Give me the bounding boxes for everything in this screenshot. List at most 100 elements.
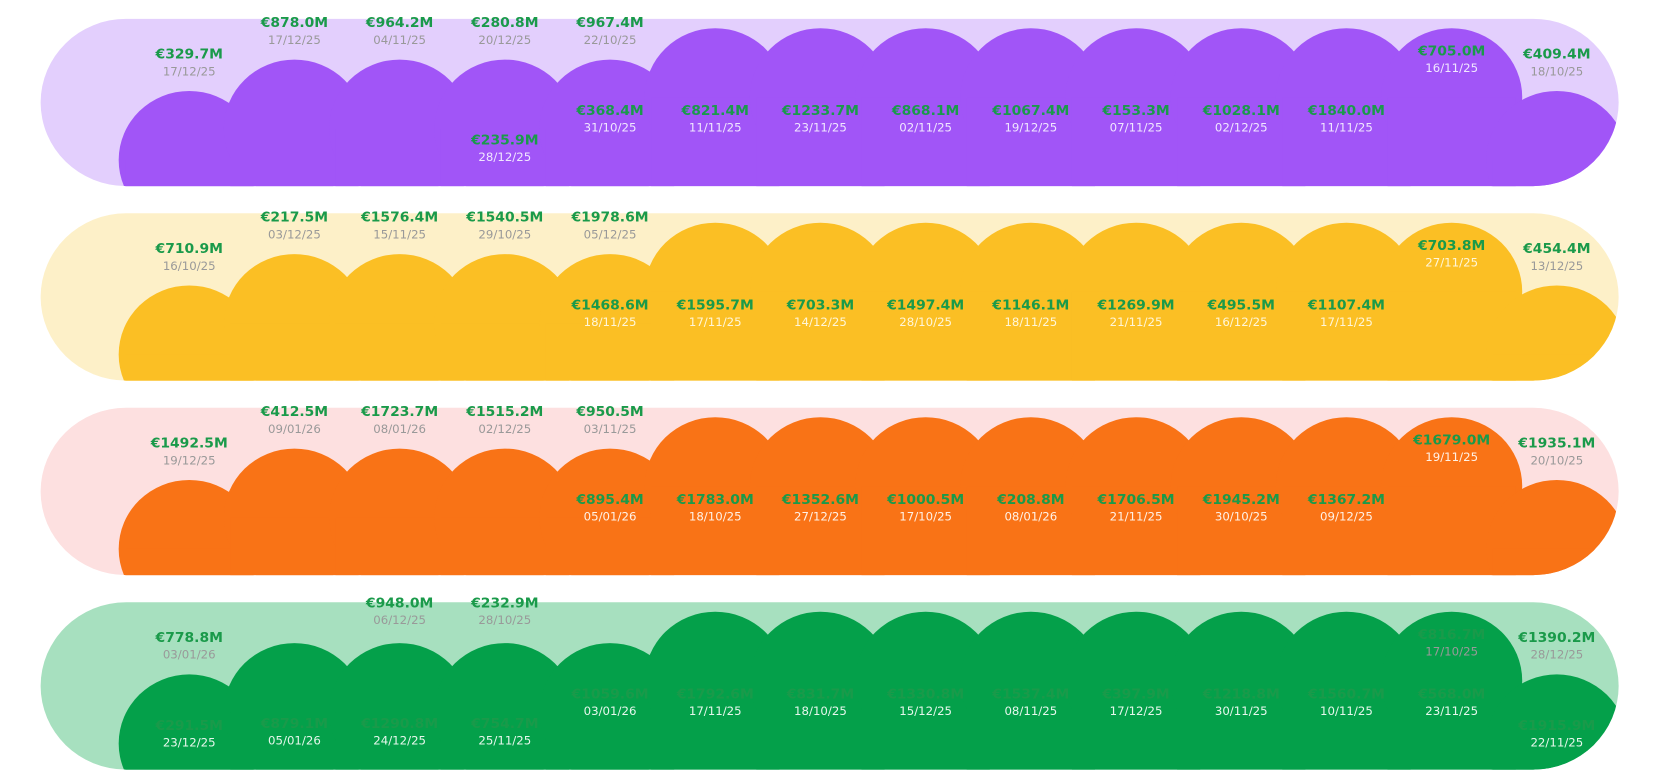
date-label: 08/11/25: [1004, 704, 1057, 718]
date-label: 03/12/25: [268, 228, 321, 242]
value-label: €1595.7M: [676, 298, 754, 314]
value-label: €412.5M: [260, 404, 328, 420]
band: €710.9M 16/10/25 €217.5M 03/12/25 €1576.4M 15…: [40, 210, 1619, 381]
value-label: €1367.2M: [1307, 492, 1385, 508]
date-label: 24/12/25: [373, 734, 426, 748]
date-label: 29/10/25: [478, 228, 531, 242]
date-label: 17/11/25: [689, 315, 742, 329]
value-label: €1028.1M: [1202, 103, 1280, 119]
value-label: €1352.6M: [781, 492, 859, 508]
value-label: €1560.7M: [1307, 687, 1385, 703]
bubbles: [118, 28, 1619, 187]
date-label: 19/12/25: [163, 453, 216, 467]
value-label: €1679.0M: [1412, 433, 1490, 449]
date-label: 11/11/25: [1320, 121, 1373, 135]
date-label: 20/10/25: [1530, 453, 1583, 467]
value-label: €1059.6M: [570, 687, 648, 703]
value-label: €397.9M: [1101, 687, 1169, 703]
date-label: 09/01/26: [268, 422, 321, 436]
value-label: €705.0M: [1417, 44, 1485, 60]
value-label: €703.8M: [1417, 238, 1485, 254]
date-label: 16/10/25: [163, 259, 216, 273]
value-label: €1723.7M: [360, 404, 438, 420]
value-label: €816.7M: [1417, 627, 1485, 643]
value-label: €291.5M: [155, 718, 223, 734]
value-label: €879.1M: [260, 716, 328, 732]
value-label: €778.8M: [155, 630, 223, 646]
date-label: 13/12/25: [1530, 259, 1583, 273]
date-label: 05/01/26: [268, 734, 321, 748]
value-label: €821.4M: [681, 103, 749, 119]
date-label: 30/11/25: [1215, 704, 1268, 718]
value-label: €1468.6M: [570, 298, 648, 314]
date-label: 03/11/25: [584, 422, 637, 436]
date-label: 08/01/26: [1004, 510, 1057, 524]
date-label: 17/10/25: [1425, 645, 1478, 659]
date-label: 27/11/25: [1425, 256, 1478, 270]
value-label: €280.8M: [470, 15, 538, 31]
date-label: 28/10/25: [899, 315, 952, 329]
date-label: 03/01/26: [163, 648, 216, 662]
value-label: €1935.1M: [1517, 436, 1595, 452]
value-label: €235.9M: [470, 132, 538, 148]
date-label: 19/11/25: [1425, 450, 1478, 464]
date-label: 16/12/25: [1215, 315, 1268, 329]
date-label: 11/11/25: [689, 121, 742, 135]
value-label: €1146.1M: [991, 298, 1069, 314]
value-label: €1540.5M: [465, 210, 543, 226]
value-label: €1218.8M: [1202, 687, 1280, 703]
bubbles: [118, 417, 1619, 576]
band: €778.8M 03/01/26 €291.5M 23/12/25 €879.1M 05/…: [40, 596, 1619, 770]
date-label: 18/10/25: [794, 704, 847, 718]
value-label: €948.0M: [365, 596, 433, 612]
date-label: 02/12/25: [478, 422, 531, 436]
value-label: €895.4M: [575, 492, 643, 508]
value-label: €568.0M: [1417, 687, 1485, 703]
date-label: 18/11/25: [1004, 315, 1057, 329]
value-label: €1067.4M: [991, 103, 1069, 119]
date-label: 02/11/25: [899, 121, 952, 135]
value-label: €1915.9M: [1517, 718, 1595, 734]
date-label: 05/12/25: [584, 228, 637, 242]
value-label: €831.7M: [786, 687, 854, 703]
value-label: €217.5M: [260, 210, 328, 226]
date-label: 17/11/25: [689, 704, 742, 718]
value-label: €754.7M: [470, 716, 538, 732]
bubbles: [118, 222, 1619, 381]
date-label: 18/11/25: [584, 315, 637, 329]
date-label: 18/10/25: [689, 510, 742, 524]
value-label: €868.1M: [891, 103, 959, 119]
value-label: €1390.2M: [1517, 630, 1595, 646]
value-label: €153.3M: [1101, 103, 1169, 119]
date-label: 22/11/25: [1530, 736, 1583, 750]
value-label: €1576.4M: [360, 210, 438, 226]
date-label: 10/11/25: [1320, 704, 1373, 718]
value-label: €208.8M: [996, 492, 1064, 508]
value-label: €454.4M: [1522, 241, 1590, 257]
date-label: 20/12/25: [478, 33, 531, 47]
date-label: 16/11/25: [1425, 61, 1478, 75]
date-label: 23/12/25: [163, 736, 216, 750]
date-label: 05/01/26: [584, 510, 637, 524]
value-label: €409.4M: [1522, 47, 1590, 63]
date-label: 30/10/25: [1215, 510, 1268, 524]
date-label: 07/11/25: [1110, 121, 1163, 135]
date-label: 27/12/25: [794, 510, 847, 524]
date-label: 17/12/25: [163, 64, 216, 78]
value-label: €1706.5M: [1096, 492, 1174, 508]
date-label: 02/12/25: [1215, 121, 1268, 135]
date-label: 22/10/25: [584, 33, 637, 47]
value-label: €1233.7M: [781, 103, 859, 119]
value-label: €1000.5M: [886, 492, 964, 508]
value-label: €703.3M: [786, 298, 854, 314]
value-label: €1330.8M: [886, 687, 964, 703]
value-label: €1290.8M: [360, 716, 438, 732]
band: €329.7M17/12/25€878.0M17/12/25€964.2M04/…: [40, 15, 1619, 187]
date-label: 15/11/25: [373, 228, 426, 242]
value-label: €1792.6M: [676, 687, 754, 703]
date-label: 21/11/25: [1110, 510, 1163, 524]
date-label: 17/11/25: [1320, 315, 1373, 329]
date-label: 08/01/26: [373, 422, 426, 436]
